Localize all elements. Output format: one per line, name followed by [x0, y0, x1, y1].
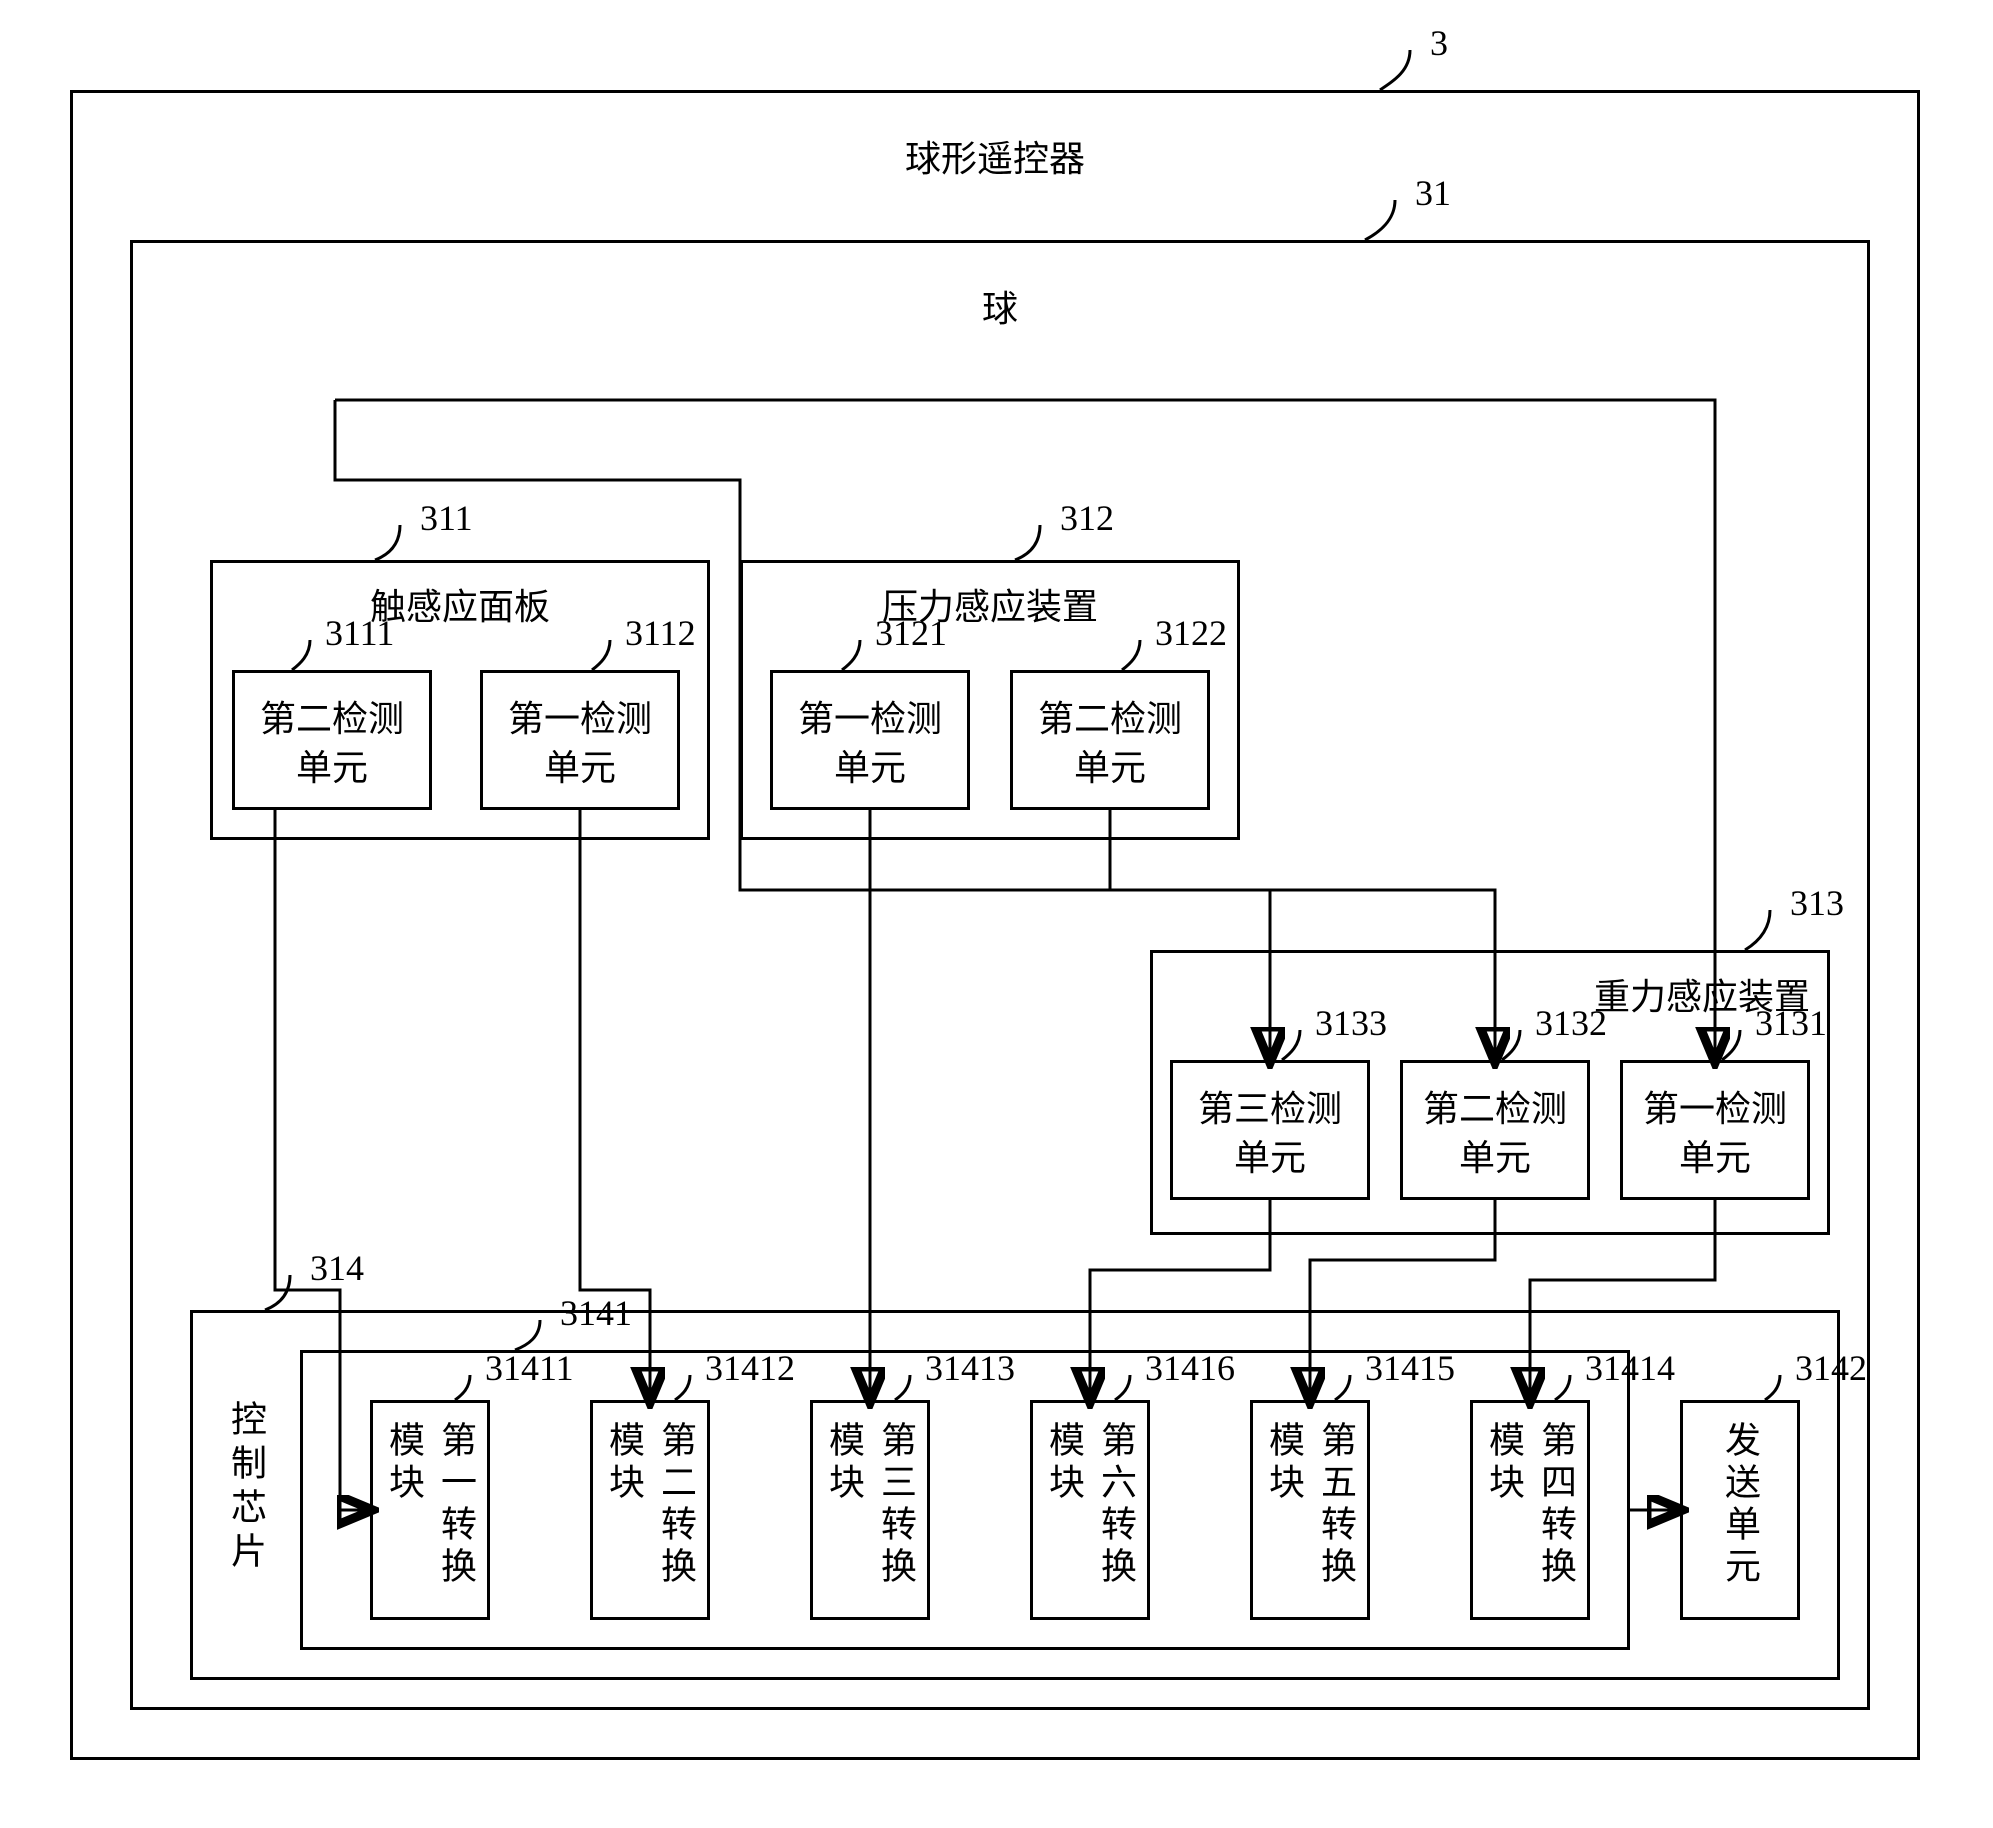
ref-l31: 31	[1415, 172, 1451, 214]
ref-l3141: 3141	[560, 1292, 632, 1334]
ref-l311: 311	[420, 497, 473, 539]
module-31416: 第六转换模块	[1030, 1400, 1150, 1620]
box-conv-group	[300, 1350, 1630, 1650]
ref-l3133: 3133	[1315, 1002, 1387, 1044]
unit-3111: 第二检测单元	[232, 670, 432, 810]
ref-l312: 312	[1060, 497, 1114, 539]
ref-l31414: 31414	[1585, 1347, 1675, 1389]
unit-3131-text: 第一检测单元	[1623, 1085, 1807, 1182]
unit-3111-text: 第二检测单元	[235, 695, 429, 792]
unit-3121: 第一检测单元	[770, 670, 970, 810]
title-ball: 球	[130, 280, 1870, 332]
ref-l3111: 3111	[325, 612, 394, 654]
unit-3142: 发送单元	[1680, 1400, 1800, 1620]
title-chip: 控制芯片	[220, 1400, 272, 1576]
module-31415-text: 第五转换模块	[1253, 1421, 1367, 1617]
title-outer: 球形遥控器	[70, 130, 1920, 182]
module-31416-text: 第六转换模块	[1033, 1421, 1147, 1617]
ref-l31416: 31416	[1145, 1347, 1235, 1389]
unit-3132: 第二检测单元	[1400, 1060, 1590, 1200]
module-31412-text: 第二转换模块	[593, 1421, 707, 1617]
diagram-canvas: 球形遥控器 球 触感应面板 压力感应装置 重力感应装置 控制芯片 第二检测单元 …	[0, 0, 1993, 1828]
module-31415: 第五转换模块	[1250, 1400, 1370, 1620]
ref-l314: 314	[310, 1247, 364, 1289]
unit-3132-text: 第二检测单元	[1403, 1085, 1587, 1182]
ref-l31413: 31413	[925, 1347, 1015, 1389]
unit-3122-text: 第二检测单元	[1013, 695, 1207, 792]
leader-l3	[1380, 50, 1410, 90]
module-31414-text: 第四转换模块	[1473, 1421, 1587, 1617]
unit-3121-text: 第一检测单元	[773, 695, 967, 792]
unit-3142-text: 发送单元	[1683, 1421, 1797, 1617]
ref-l3131: 3131	[1755, 1002, 1827, 1044]
unit-3133: 第三检测单元	[1170, 1060, 1370, 1200]
module-31413: 第三转换模块	[810, 1400, 930, 1620]
module-31413-text: 第三转换模块	[813, 1421, 927, 1617]
unit-3131: 第一检测单元	[1620, 1060, 1810, 1200]
unit-3112: 第一检测单元	[480, 670, 680, 810]
title-gravity: 重力感应装置	[1150, 968, 1810, 1020]
unit-3112-text: 第一检测单元	[483, 695, 677, 792]
ref-l3: 3	[1430, 22, 1448, 64]
module-31414: 第四转换模块	[1470, 1400, 1590, 1620]
ref-l31411: 31411	[485, 1347, 574, 1389]
ref-l3122: 3122	[1155, 612, 1227, 654]
unit-3122: 第二检测单元	[1010, 670, 1210, 810]
ref-l313: 313	[1790, 882, 1844, 924]
ref-l3132: 3132	[1535, 1002, 1607, 1044]
ref-l3142: 3142	[1795, 1347, 1867, 1389]
ref-l31415: 31415	[1365, 1347, 1455, 1389]
unit-3133-text: 第三检测单元	[1173, 1085, 1367, 1182]
module-31411-text: 第一转换模块	[373, 1421, 487, 1617]
ref-l31412: 31412	[705, 1347, 795, 1389]
module-31412: 第二转换模块	[590, 1400, 710, 1620]
ref-l3121: 3121	[875, 612, 947, 654]
ref-l3112: 3112	[625, 612, 696, 654]
module-31411: 第一转换模块	[370, 1400, 490, 1620]
